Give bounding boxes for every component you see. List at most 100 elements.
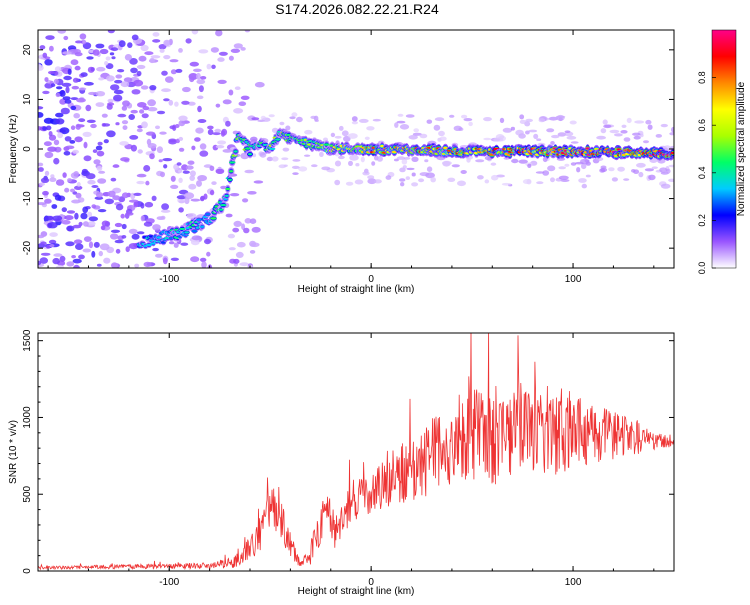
spectrogram-noise-mark [97,178,107,184]
spectrogram-noise-mark [96,165,103,171]
spectrogram-noise-mark [136,70,142,77]
spectrogram-noise-mark [67,68,72,75]
spectrogram-noise-mark [310,115,317,119]
spectrogram-noise-mark [253,180,264,184]
spectrogram-noise-mark [191,30,199,35]
spectrogram-noise-mark [120,157,130,162]
spectrogram-noise-mark [70,105,77,111]
colorbar-tick-label: 0.4 [697,167,707,180]
spectrogram-noise-mark [49,244,55,248]
spectrogram-noise-mark [53,71,59,76]
spectrogram-noise-mark [155,125,160,130]
spectrogram-noise-mark [144,201,154,208]
spectrogram-noise-mark [351,121,358,125]
spectrogram-noise-mark [38,234,45,239]
spectrogram-noise-mark [121,235,127,239]
spectrogram-trace-mark [145,243,153,247]
spectrogram-noise-mark [372,118,381,122]
spectrogram-noise-mark [644,168,655,172]
spectrogram-noise-mark [117,113,127,118]
spectrogram-noise-mark [547,165,556,172]
spectrogram-noise-mark [120,81,130,88]
spectrogram-noise-mark [206,251,211,257]
spectrogram-noise-mark [182,170,190,174]
colorbar-ticks: 0.0 0.2 0.4 0.6 0.8 [697,71,716,274]
spectrogram-noise-mark [96,263,102,267]
spectrogram-noise-mark [40,252,51,256]
spectrogram-noise-mark [439,136,447,141]
spectrogram-noise-mark [178,169,183,173]
spectrogram-noise-mark [200,76,207,80]
spectrogram-noise-mark [75,40,83,44]
spectrogram-noise-mark [152,224,161,231]
spectrogram-noise-mark [76,97,86,103]
spectrogram-noise-mark [64,136,72,142]
spectrogram-noise-mark [426,166,433,172]
spectrogram-noise-mark [536,181,544,185]
spectrogram-noise-mark [496,174,505,178]
spectrogram-noise-mark [55,112,64,118]
spectrogram-noise-mark [197,105,202,113]
spectrogram-noise-mark [48,239,57,245]
spectrogram-noise-mark [49,45,54,52]
spectrogram-noise-mark [412,132,422,136]
spectrogram-noise-mark [91,204,97,209]
snr-y-tick-label: 1500 [22,329,33,352]
spectrogram-noise-mark [396,120,406,124]
spectrogram-noise-mark [636,162,646,168]
spectrogram-noise-mark [112,164,120,168]
spectrogram-noise-mark [228,89,234,96]
spectrogram-noise-mark [347,133,358,139]
spectrogram-noise-mark [62,51,72,55]
spectrogram-noise-mark [243,227,250,234]
spectrogram-noise-mark [330,132,336,138]
spectrogram-noise-mark [526,178,532,185]
spectrogram-noise-mark [97,209,107,213]
spectrogram-noise-mark [93,241,100,248]
spectrogram-trace-mark [184,231,190,234]
spectrogram-noise-mark [199,143,207,150]
spectrogram-noise-mark [71,199,81,204]
spectrogram-noise-mark [373,179,382,184]
spectrogram-noise-mark [104,198,115,205]
spectrogram-y-tick-label: -20 [22,241,33,256]
spectrogram-noise-mark [570,162,577,166]
spectrogram-noise-mark [72,77,79,83]
spectrogram-noise-mark [176,195,187,200]
spectrogram-noise-mark [433,124,441,131]
spectrogram-noise-mark [123,77,133,83]
spectrogram-noise-mark [64,187,70,193]
spectrogram-noise-mark [341,130,349,137]
spectrogram-noise-mark [550,177,555,183]
spectrogram-noise-mark [367,175,375,180]
spectrogram-noise-mark [434,117,445,122]
spectrogram-noise-mark [405,176,410,181]
spectrogram-noise-mark [411,156,419,162]
spectrogram-noise-mark [161,70,168,76]
spectrogram-noise-mark [217,57,225,62]
spectrogram-noise-mark [645,119,652,125]
snr-series-line [38,333,674,571]
spectrogram-noise-mark [564,130,571,133]
spectrogram-noise-mark [566,135,577,140]
spectrogram-noise-mark [163,164,168,169]
spectrogram-noise-mark [638,171,644,178]
spectrogram-noise-mark [87,211,93,218]
spectrogram-trace-mark [210,217,217,220]
spectrogram-noise-mark [542,156,548,163]
spectrogram-noise-mark [170,257,179,261]
spectrogram-noise-mark [647,124,653,130]
spectrogram-noise-mark [63,151,71,156]
spectrogram-noise-mark [556,114,565,121]
spectrogram-noise-mark [241,223,246,230]
spectrogram-noise-mark [38,106,44,110]
snr-x-tick-label: -100 [159,577,179,588]
spectrogram-noise-mark [228,247,236,251]
spectrogram-noise-mark [74,136,83,143]
spectrogram-noise-mark [285,125,291,131]
spectrogram-noise-mark [104,61,109,66]
spectrogram-noise-mark [211,64,216,70]
spectrogram-noise-mark [411,172,416,177]
